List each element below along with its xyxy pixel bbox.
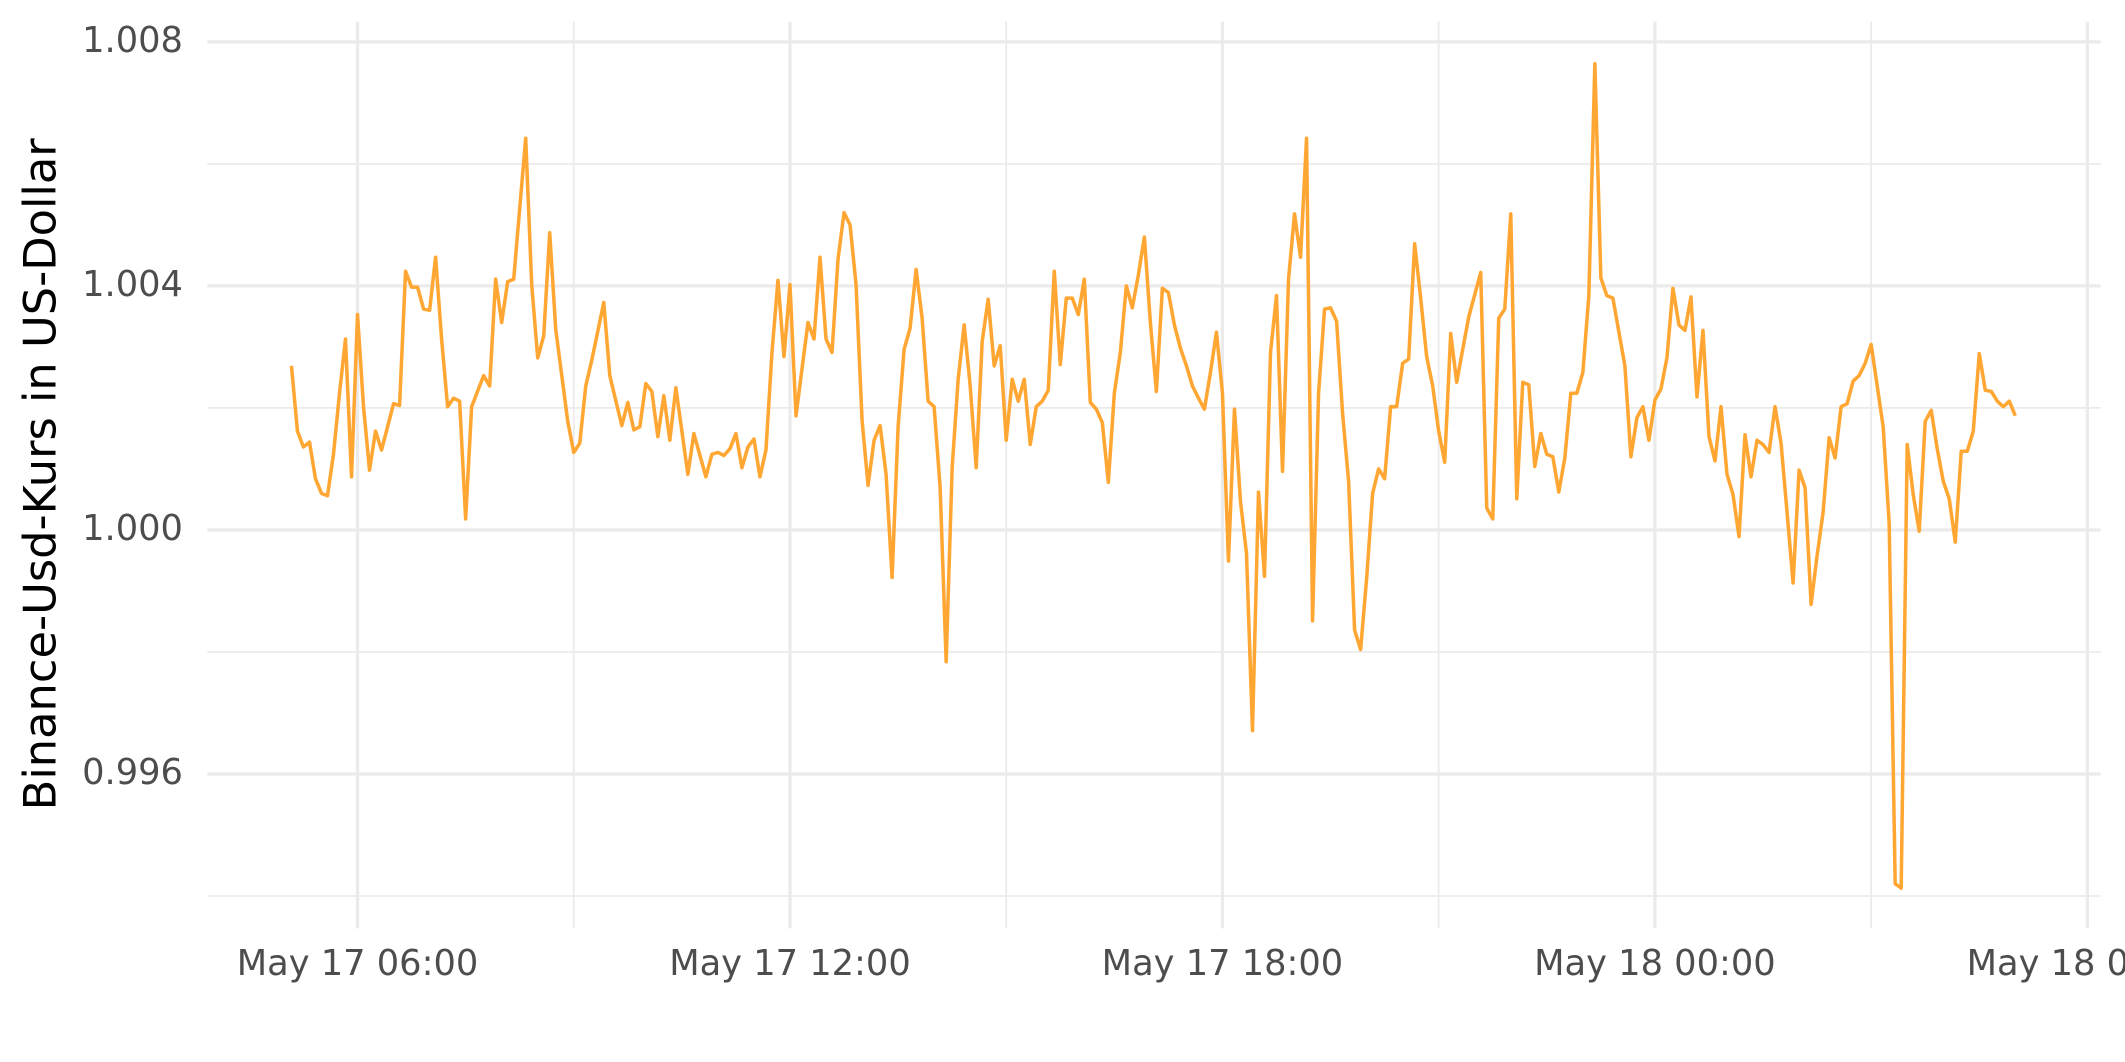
price-line	[289, 62, 2017, 890]
grid	[207, 21, 2101, 929]
x-tick-label: May 17 12:00	[669, 943, 911, 984]
x-tick-label: May 18 06:00	[1967, 943, 2125, 984]
tick-labels: 0.996 1.000 1.004 1.008 May 17 06:00 May 17 1…	[82, 20, 2125, 984]
y-tick-label: 1.004	[82, 264, 183, 305]
y-tick-label: 0.996	[82, 752, 183, 793]
y-tick-label: 1.000	[82, 508, 183, 549]
x-tick-label: May 18 00:00	[1534, 943, 1776, 984]
y-axis-title: Binance-Usd-Kurs in US-Dollar	[13, 138, 66, 811]
x-tick-label: May 17 18:00	[1102, 943, 1344, 984]
x-tick-label: May 17 06:00	[237, 943, 479, 984]
y-tick-label: 1.008	[82, 20, 183, 61]
plot-area	[289, 62, 2017, 890]
